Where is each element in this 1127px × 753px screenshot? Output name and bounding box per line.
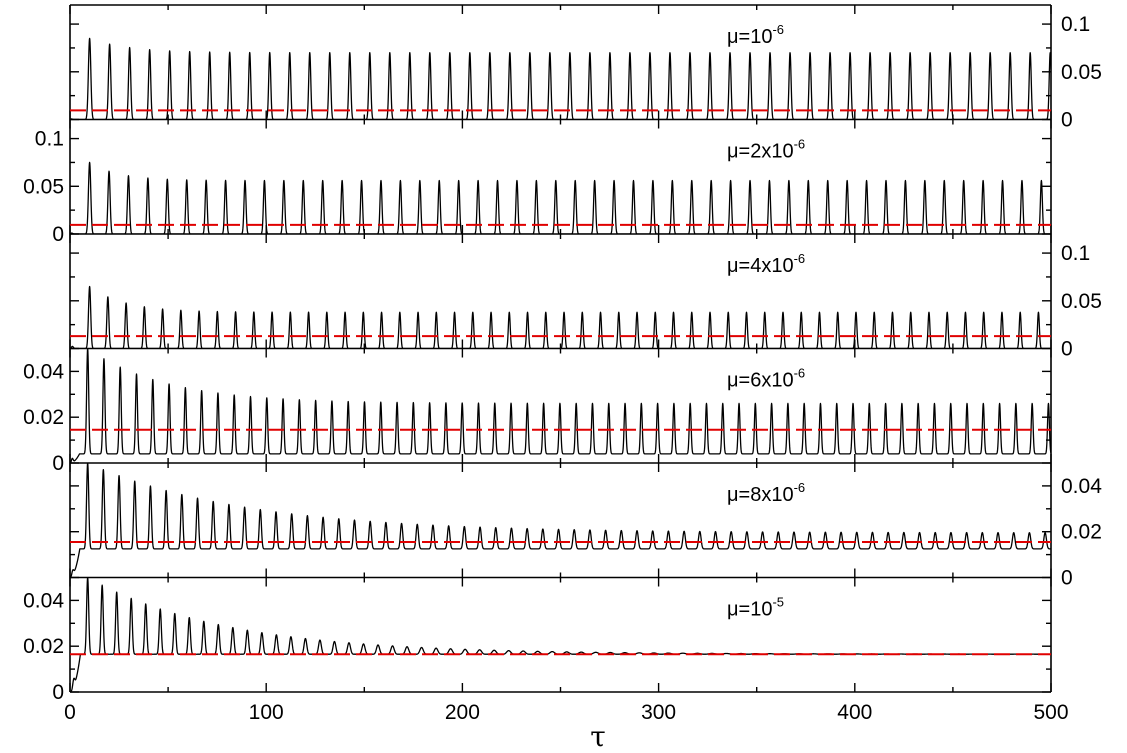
y-tick-label: 0.05 [1061,61,1102,84]
y-tick-label: 0.04 [23,589,64,612]
x-axis-label: τ [590,720,606,753]
y-tick-label: 0 [52,223,64,246]
series-trace [70,37,1051,120]
x-axis: 0 100 200 300 400 500 [64,701,1068,724]
panel-label: μ=10-5 [727,595,784,621]
y-tick-label: 0.1 [35,128,64,151]
panel-2: 0 0.05 0.1 μ=2x10-6 [23,119,1052,246]
panels-group: 0 0.05 0.1 μ=10-6 0 0.05 0.1 μ=2x10-6 0 0.05 0.1 μ=… [23,4,1102,704]
x-tick-label: 300 [641,701,676,724]
y-tick-label: 0 [1061,109,1073,132]
x-tick-label: 200 [445,701,480,724]
panel-label: μ=2x10-6 [727,137,805,163]
panel-6: 0 0.02 0.04 μ=10-5 [23,577,1052,704]
panel-label: μ=4x10-6 [727,251,805,277]
series-trace [70,285,1051,349]
panel-4: 0 0.02 0.04 μ=6x10-6 [23,348,1052,475]
y-tick-label: 0.1 [1061,242,1090,265]
series-trace [70,463,1051,578]
y-tick-label: 0 [52,681,64,704]
y-tick-label: 0.02 [23,635,64,658]
panel-label: μ=8x10-6 [727,480,805,506]
y-tick-label: 0.05 [1061,290,1102,313]
x-tick-label: 0 [64,701,76,724]
y-tick-label: 0.04 [23,360,64,383]
panel-label: μ=6x10-6 [727,366,805,392]
panel-3: 0 0.05 0.1 μ=4x10-6 [69,234,1102,361]
panel-5: 0 0.02 0.04 μ=8x10-6 [69,463,1102,590]
series-trace [70,577,1051,692]
x-tick-label: 100 [249,701,284,724]
y-tick-label: 0.04 [1061,475,1102,498]
y-tick-label: 0.02 [23,406,64,429]
x-tick-label: 400 [837,701,872,724]
y-tick-label: 0 [52,452,64,475]
series-trace [70,161,1051,234]
y-tick-label: 0 [1061,338,1073,361]
panel-label: μ=10-6 [727,22,784,48]
y-tick-label: 0.1 [1061,13,1090,36]
x-tick-label: 500 [1033,701,1068,724]
y-tick-label: 0.02 [1061,521,1102,544]
series-trace [70,348,1051,463]
y-tick-label: 0.05 [23,175,64,198]
y-tick-label: 0 [1061,567,1073,590]
panel-1: 0 0.05 0.1 μ=10-6 [69,4,1102,132]
